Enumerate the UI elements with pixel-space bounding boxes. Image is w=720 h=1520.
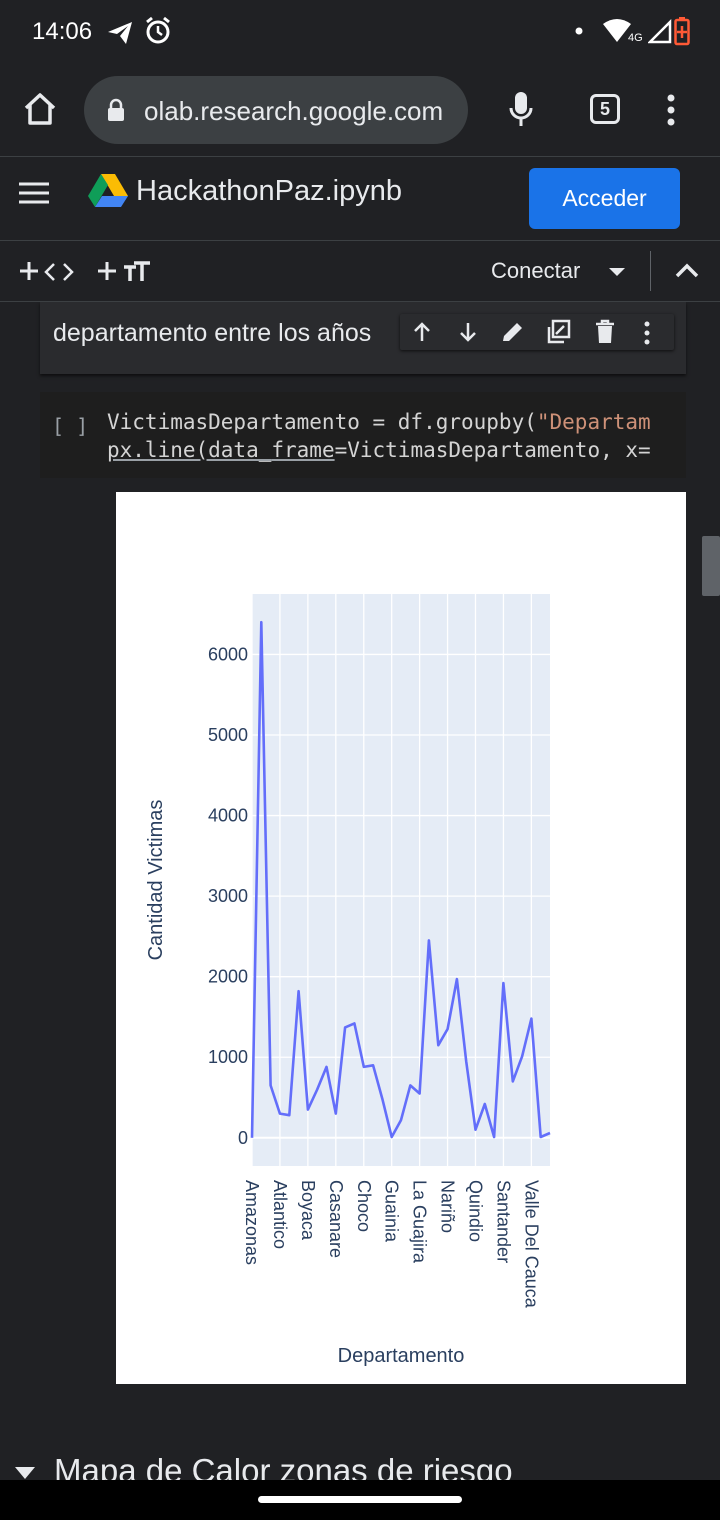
notebook-toolbar: Conectar bbox=[0, 240, 720, 302]
code-line-1-string: "Departam bbox=[536, 410, 651, 434]
y-tick-label: 0 bbox=[238, 1128, 248, 1148]
series-line bbox=[250, 620, 551, 1139]
y-tick-label: 6000 bbox=[208, 644, 248, 664]
x-tick-label: Boyaca bbox=[298, 1180, 318, 1241]
home-icon[interactable] bbox=[22, 92, 58, 126]
chevron-up-icon[interactable] bbox=[674, 261, 700, 279]
notebook-title[interactable]: HackathonPaz.ipynb bbox=[136, 175, 402, 207]
wifi-icon bbox=[603, 19, 631, 42]
y-tick-label: 4000 bbox=[208, 806, 248, 826]
text-cell-content: departamento entre los años bbox=[53, 319, 372, 347]
chart-output: 0 1000 2000 3000 4000 5000 6000 Amazonas Atlant… bbox=[116, 492, 686, 1384]
y-tick-label: 3000 bbox=[208, 886, 248, 906]
signin-button[interactable]: Acceder bbox=[529, 168, 680, 229]
lock-icon bbox=[108, 98, 124, 121]
address-bar[interactable]: olab.research.google.com bbox=[84, 76, 468, 144]
section-header[interactable]: Mapa de Calor zonas de riesgo bbox=[0, 1452, 720, 1480]
section-title: Mapa de Calor zonas de riesgo bbox=[54, 1452, 513, 1480]
x-tick-label: Valle Del Cauca bbox=[521, 1180, 541, 1309]
code-line-2: px.line(data_frame=VictimasDepartamento,… bbox=[107, 438, 651, 462]
y-ticks: 0 1000 2000 3000 4000 5000 6000 bbox=[208, 644, 248, 1147]
google-drive-icon bbox=[88, 174, 128, 207]
toolbar-divider bbox=[650, 251, 651, 291]
y-tick-label: 1000 bbox=[208, 1047, 248, 1067]
edit-icon[interactable] bbox=[500, 320, 526, 344]
signal-icon bbox=[648, 18, 672, 44]
notification-dot-icon bbox=[575, 27, 583, 35]
chevron-down-icon[interactable] bbox=[608, 267, 626, 277]
line-chart: 0 1000 2000 3000 4000 5000 6000 Amazonas Atlant… bbox=[145, 594, 551, 1367]
collapse-caret-icon[interactable] bbox=[14, 1466, 36, 1480]
copy-link-icon[interactable] bbox=[546, 319, 572, 345]
y-tick-label: 5000 bbox=[208, 725, 248, 745]
telegram-icon bbox=[108, 22, 132, 44]
x-tick-label: Santander bbox=[493, 1180, 513, 1263]
battery-icon bbox=[674, 17, 690, 46]
add-code-icon[interactable] bbox=[18, 259, 76, 285]
x-tick-label: Quindio bbox=[466, 1180, 486, 1242]
code-line-1: VictimasDepartamento = df.groupby("Depar… bbox=[107, 410, 651, 434]
x-tick-label: Nariño bbox=[438, 1180, 458, 1233]
colab-header: HackathonPaz.ipynb Acceder bbox=[0, 156, 720, 240]
plot-area bbox=[252, 594, 550, 1166]
x-tick-label: Amazonas bbox=[242, 1180, 262, 1265]
microphone-icon[interactable] bbox=[508, 90, 534, 128]
x-ticks: Amazonas Atlantico Boyaca Casanare Choco Guai… bbox=[242, 1180, 541, 1309]
tab-switcher-button[interactable]: 5 bbox=[590, 94, 620, 124]
x-tick-label: Choco bbox=[354, 1180, 374, 1232]
gesture-handle[interactable] bbox=[258, 1496, 462, 1503]
y-axis-label: Cantidad Victimas bbox=[145, 800, 167, 961]
scrollbar-thumb[interactable] bbox=[702, 536, 720, 596]
x-tick-label: Guainia bbox=[382, 1180, 402, 1243]
y-tick-label: 2000 bbox=[208, 967, 248, 987]
notebook-area: departamento entre los años bbox=[0, 302, 720, 1480]
x-axis-label: Departamento bbox=[338, 1345, 465, 1367]
delete-icon[interactable] bbox=[594, 319, 616, 345]
more-vert-icon[interactable] bbox=[642, 320, 652, 346]
arrow-up-icon[interactable] bbox=[410, 320, 434, 344]
arrow-down-icon[interactable] bbox=[456, 320, 480, 344]
connect-button[interactable]: Conectar bbox=[491, 258, 581, 283]
code-line-1-part-1: VictimasDepartamento = df.groupby( bbox=[107, 410, 537, 434]
status-bar: 14:06 4G bbox=[0, 0, 720, 62]
code-line-2-part-3: =VictimasDepartamento, x= bbox=[334, 438, 651, 462]
code-line-2-part-1: px.line(data_ bbox=[107, 438, 272, 462]
x-tick-label: La Guajira bbox=[410, 1180, 430, 1264]
url-text: olab.research.google.com bbox=[144, 96, 444, 126]
network-type: 4G bbox=[628, 32, 643, 44]
system-nav-bar bbox=[0, 1480, 720, 1520]
browser-toolbar: olab.research.google.com 5 bbox=[0, 62, 720, 156]
code-line-2-part-2: frame bbox=[271, 438, 335, 462]
more-vert-icon[interactable] bbox=[664, 94, 678, 128]
alarm-icon bbox=[146, 16, 170, 44]
code-cell[interactable]: [ ] VictimasDepartamento = df.groupby("D… bbox=[40, 392, 686, 478]
x-tick-label: Atlantico bbox=[270, 1180, 290, 1249]
x-tick-label: Casanare bbox=[326, 1180, 346, 1258]
add-text-icon[interactable] bbox=[96, 259, 154, 285]
menu-icon[interactable] bbox=[18, 181, 50, 205]
grid bbox=[251, 594, 550, 1166]
run-cell-button[interactable]: [ ] bbox=[52, 414, 89, 438]
status-time: 14:06 bbox=[32, 18, 93, 45]
cell-toolbar bbox=[400, 314, 674, 350]
